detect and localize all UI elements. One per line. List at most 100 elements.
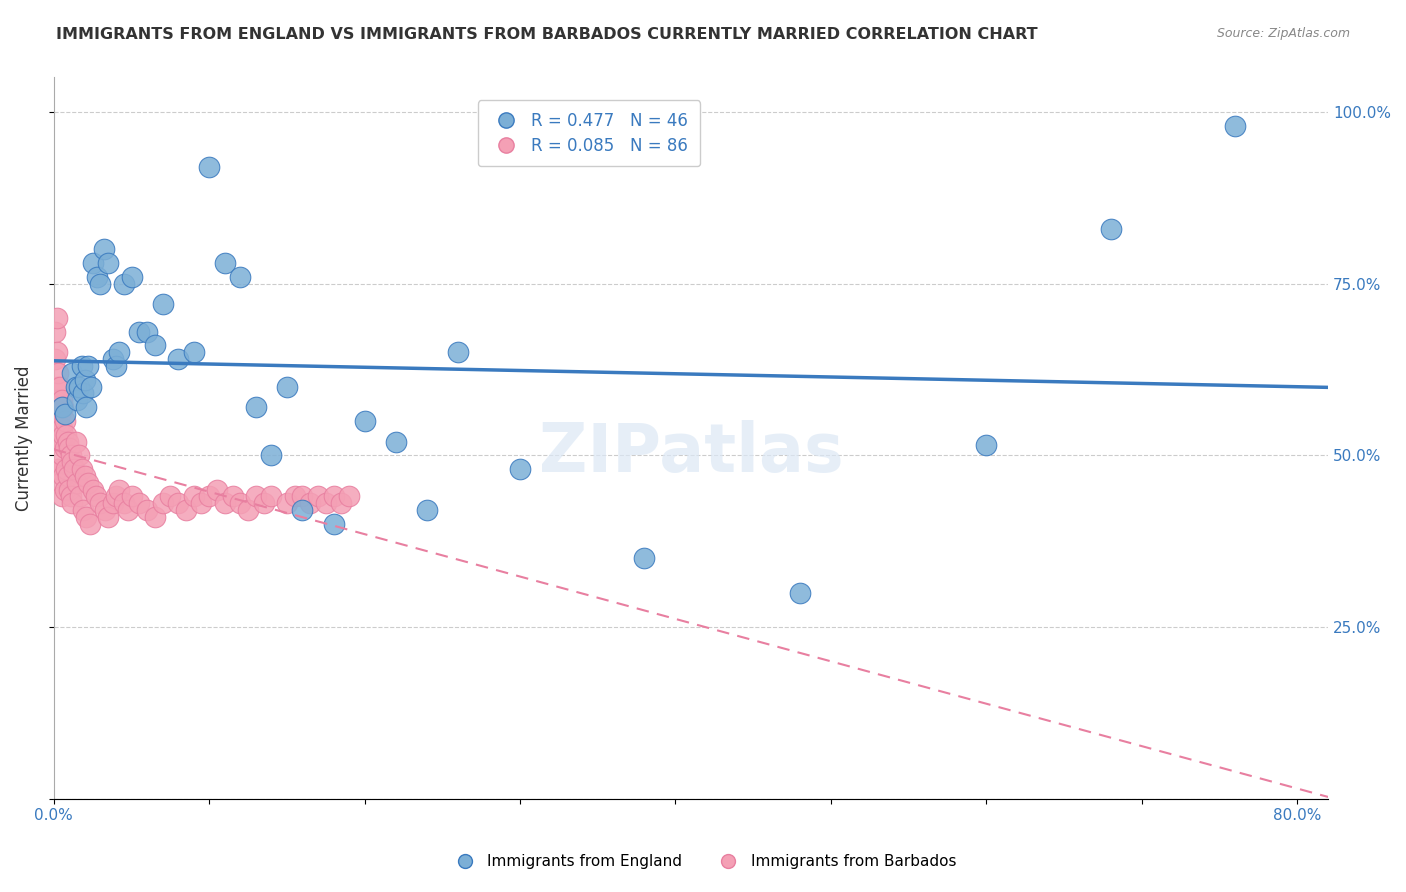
Point xyxy=(121,269,143,284)
Point xyxy=(112,496,135,510)
Point xyxy=(70,359,93,373)
Point xyxy=(84,490,107,504)
Point xyxy=(72,386,94,401)
Point xyxy=(789,585,811,599)
Point xyxy=(67,379,90,393)
Point xyxy=(353,414,375,428)
Point xyxy=(51,490,73,504)
Legend: Immigrants from England, Immigrants from Barbados: Immigrants from England, Immigrants from… xyxy=(443,848,963,875)
Point xyxy=(79,516,101,531)
Point xyxy=(276,496,298,510)
Point xyxy=(59,490,82,504)
Point xyxy=(48,393,70,408)
Point xyxy=(322,516,344,531)
Point xyxy=(183,490,205,504)
Point xyxy=(53,483,76,497)
Point xyxy=(104,359,127,373)
Point xyxy=(384,434,406,449)
Point xyxy=(260,448,283,462)
Point xyxy=(48,421,70,435)
Point xyxy=(53,414,76,428)
Point xyxy=(44,434,66,449)
Point xyxy=(53,407,76,421)
Point xyxy=(214,256,236,270)
Point xyxy=(82,483,104,497)
Point xyxy=(75,510,97,524)
Point xyxy=(245,400,267,414)
Point xyxy=(56,469,79,483)
Point xyxy=(128,496,150,510)
Point xyxy=(276,379,298,393)
Point xyxy=(51,393,73,408)
Point xyxy=(51,448,73,462)
Point xyxy=(128,325,150,339)
Text: ZIPatlas: ZIPatlas xyxy=(538,419,844,485)
Point xyxy=(49,434,72,449)
Point xyxy=(291,503,314,517)
Point xyxy=(245,490,267,504)
Point xyxy=(59,448,82,462)
Point xyxy=(236,503,259,517)
Point xyxy=(221,490,243,504)
Point xyxy=(49,475,72,490)
Point xyxy=(136,503,159,517)
Point xyxy=(77,359,100,373)
Point xyxy=(48,462,70,476)
Point xyxy=(44,352,66,367)
Point xyxy=(174,503,197,517)
Point xyxy=(152,297,174,311)
Point xyxy=(44,325,66,339)
Point xyxy=(89,277,111,291)
Point xyxy=(58,483,80,497)
Point xyxy=(45,462,67,476)
Point xyxy=(260,490,283,504)
Point xyxy=(44,393,66,408)
Point xyxy=(101,496,124,510)
Point xyxy=(97,256,120,270)
Point xyxy=(65,379,87,393)
Point xyxy=(143,338,166,352)
Point xyxy=(45,310,67,325)
Point xyxy=(337,490,360,504)
Point xyxy=(190,496,212,510)
Point xyxy=(56,434,79,449)
Point xyxy=(67,448,90,462)
Point xyxy=(633,551,655,566)
Point xyxy=(63,462,86,476)
Y-axis label: Currently Married: Currently Married xyxy=(15,366,32,511)
Point xyxy=(121,490,143,504)
Point xyxy=(49,379,72,393)
Point xyxy=(45,345,67,359)
Point xyxy=(97,510,120,524)
Point xyxy=(53,442,76,456)
Point xyxy=(82,256,104,270)
Text: Source: ZipAtlas.com: Source: ZipAtlas.com xyxy=(1216,27,1350,40)
Point xyxy=(108,483,131,497)
Point xyxy=(73,373,96,387)
Point xyxy=(205,483,228,497)
Point xyxy=(70,462,93,476)
Point xyxy=(152,496,174,510)
Point xyxy=(62,496,84,510)
Point xyxy=(93,242,115,256)
Point xyxy=(48,366,70,380)
Point xyxy=(51,421,73,435)
Point xyxy=(159,490,181,504)
Point xyxy=(183,345,205,359)
Point xyxy=(69,490,91,504)
Point xyxy=(75,400,97,414)
Point xyxy=(198,490,221,504)
Point xyxy=(1223,119,1246,133)
Point xyxy=(136,325,159,339)
Point xyxy=(284,490,307,504)
Point xyxy=(307,490,329,504)
Point xyxy=(1099,221,1122,235)
Point xyxy=(315,496,337,510)
Point xyxy=(49,407,72,421)
Point xyxy=(52,427,75,442)
Point xyxy=(62,455,84,469)
Point xyxy=(253,496,276,510)
Point xyxy=(55,462,77,476)
Point xyxy=(89,496,111,510)
Point xyxy=(108,345,131,359)
